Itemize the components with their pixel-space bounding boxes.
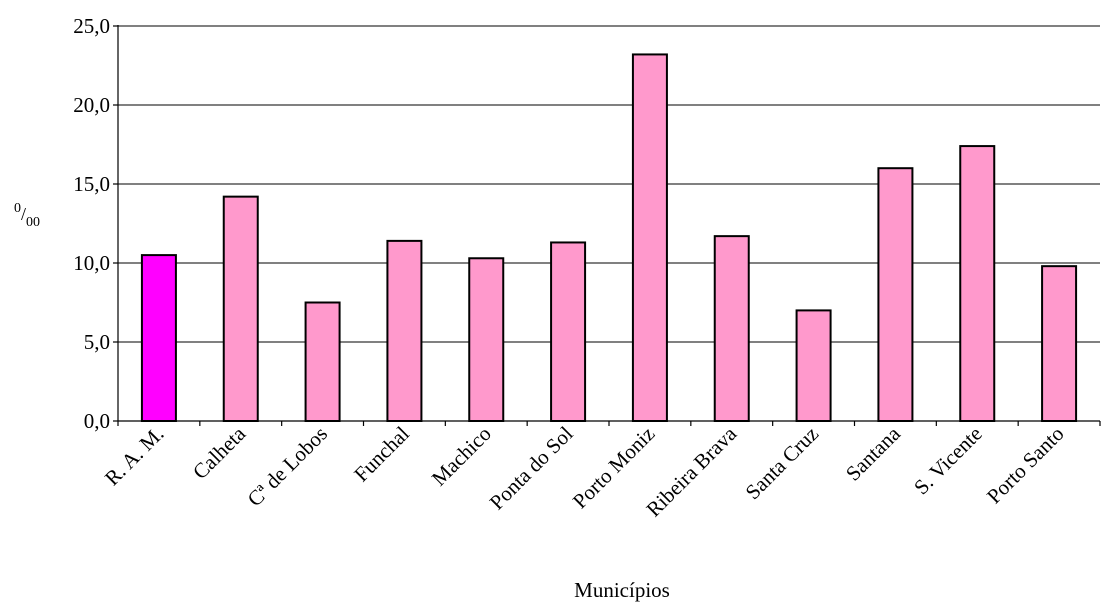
bar <box>550 241 587 422</box>
x-tick-label: Funchal <box>349 421 414 486</box>
y-axis-label: 0/00 <box>14 201 40 230</box>
y-tick-label: 25,0 <box>73 14 110 38</box>
x-tick-label: Cª de Lobos <box>243 422 333 512</box>
bar <box>140 254 177 422</box>
y-tick-label: 10,0 <box>73 251 110 275</box>
x-tick-label: Santana <box>841 421 905 485</box>
bar <box>795 309 832 422</box>
y-tick-label: 5,0 <box>84 330 110 354</box>
x-tick-label: Santa Cruz <box>741 422 824 505</box>
x-tick-label: R. A. M. <box>100 422 169 491</box>
y-tick-label: 20,0 <box>73 93 110 117</box>
bar <box>713 235 750 422</box>
gridlines <box>118 25 1100 343</box>
bars <box>140 53 1078 423</box>
x-axis-label: Municípios <box>574 578 670 602</box>
bar <box>631 53 668 422</box>
x-tick-label: Calheta <box>188 421 251 484</box>
bar <box>304 301 341 422</box>
y-tick-label: 15,0 <box>73 172 110 196</box>
y-tick-label: 0,0 <box>84 409 110 433</box>
bar <box>386 239 423 422</box>
bar <box>1041 265 1078 422</box>
bar <box>468 257 505 423</box>
axes <box>117 25 1101 426</box>
bar <box>877 167 914 422</box>
x-tick-label: Machico <box>427 422 496 491</box>
x-tick-label: Ponta do Sol <box>485 421 578 514</box>
x-tick-label: S. Vicente <box>909 422 987 500</box>
y-tick-labels: 0,0 5,0 10,0 15,0 20,0 25,0 <box>73 14 118 433</box>
bar <box>959 145 996 423</box>
x-tick-label: Porto Santo <box>982 422 1069 509</box>
bar <box>222 195 259 422</box>
